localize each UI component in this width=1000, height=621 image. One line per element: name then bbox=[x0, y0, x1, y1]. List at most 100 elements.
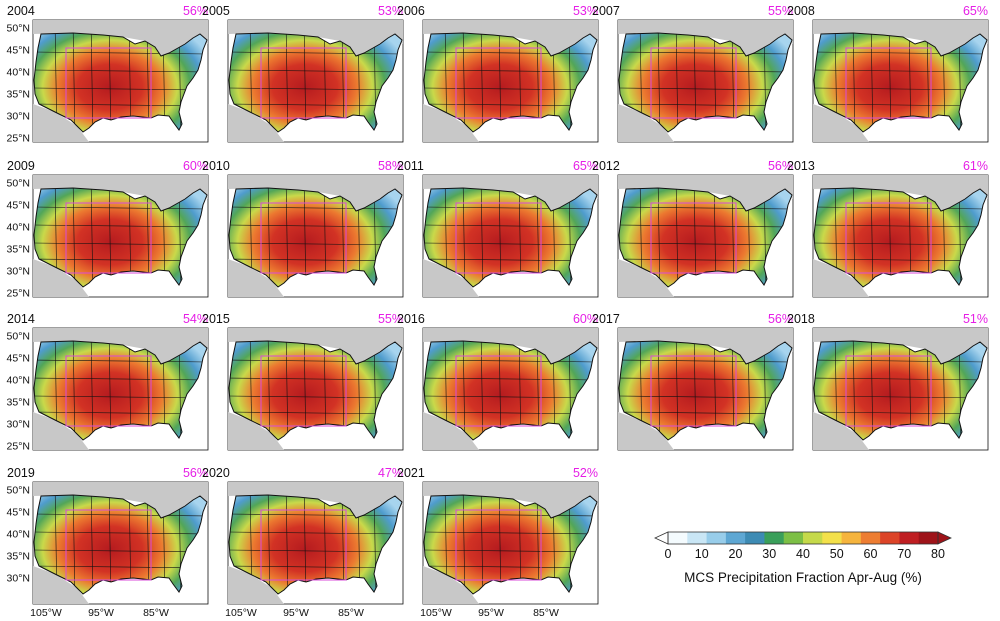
panel-year-label: 2006 bbox=[397, 4, 425, 18]
lat-tick-label: 40°N bbox=[7, 222, 30, 234]
analysis-region-outline bbox=[455, 355, 542, 427]
colorbar-cell bbox=[918, 532, 939, 544]
colorbar-cell bbox=[725, 532, 746, 544]
map-area bbox=[228, 20, 403, 142]
map-panel-2017: 2017 56% bbox=[592, 312, 794, 451]
panel-year-label: 2007 bbox=[592, 4, 620, 18]
lon-tick-label: 105°W bbox=[225, 607, 257, 619]
analysis-region-outline bbox=[455, 509, 542, 581]
map-panel-2004: 2004 56% 50°N 45°N 40°N 35°N 30°N 25°N bbox=[7, 4, 209, 145]
map-area bbox=[618, 20, 793, 142]
canada-land bbox=[813, 328, 988, 364]
lon-tick-label: 95°W bbox=[88, 607, 114, 619]
canada-land bbox=[618, 328, 793, 364]
colorbar-tick-label: 70 bbox=[897, 547, 911, 561]
colorbar: 0 10 20 30 40 50 60 70 80 MCS Precipitation Frac… bbox=[654, 531, 952, 585]
map-panel-2013: 2013 61% bbox=[787, 159, 989, 298]
analysis-region-outline bbox=[455, 47, 542, 119]
lon-tick-label: 85°W bbox=[533, 607, 559, 619]
panel-percentage-label: 56% bbox=[183, 466, 208, 480]
colorbar-title: MCS Precipitation Fraction Apr-Aug (%) bbox=[684, 570, 922, 585]
analysis-region-outline bbox=[260, 509, 347, 581]
lat-tick-label: 30°N bbox=[7, 266, 30, 278]
panel-year-label: 2014 bbox=[7, 312, 35, 326]
map-area bbox=[228, 328, 403, 450]
canada-land bbox=[228, 482, 403, 518]
panel-year-label: 2005 bbox=[202, 4, 230, 18]
analysis-region-outline bbox=[845, 47, 932, 119]
panel-year-label: 2016 bbox=[397, 312, 425, 326]
panel-percentage-label: 61% bbox=[963, 159, 988, 173]
mexico-land bbox=[813, 259, 869, 297]
map-panel-2018: 2018 51% bbox=[787, 312, 989, 451]
lat-tick-label: 45°N bbox=[7, 45, 30, 57]
mexico-land bbox=[813, 104, 869, 142]
lat-tick-label: 25°N bbox=[7, 133, 30, 145]
canada-land bbox=[423, 328, 598, 364]
canada-land bbox=[228, 328, 403, 364]
canada-land bbox=[33, 20, 208, 56]
analysis-region-outline bbox=[260, 355, 347, 427]
colorbar-max-arrow bbox=[937, 531, 952, 545]
analysis-region-outline bbox=[260, 202, 347, 274]
lat-tick-label: 35°N bbox=[7, 89, 30, 101]
lat-tick-label: 40°N bbox=[7, 375, 30, 387]
colorbar-tick-label: 40 bbox=[796, 547, 810, 561]
map-panel-2015: 2015 55% bbox=[202, 312, 404, 451]
panel-year-label: 2013 bbox=[787, 159, 815, 173]
map-panel-2021: 2021 52% 105°W 95°W 85°W bbox=[397, 466, 599, 619]
panel-percentage-label: 56% bbox=[768, 159, 793, 173]
panel-percentage-label: 53% bbox=[573, 4, 598, 18]
lat-tick-label: 50°N bbox=[7, 178, 30, 190]
mexico-land bbox=[423, 412, 479, 450]
map-area bbox=[33, 328, 208, 450]
colorbar-tick-label: 60 bbox=[864, 547, 878, 561]
panel-percentage-label: 58% bbox=[378, 159, 403, 173]
lat-tick-label: 35°N bbox=[7, 551, 30, 563]
panel-year-label: 2021 bbox=[397, 466, 425, 480]
map-panel-2005: 2005 53% bbox=[202, 4, 404, 143]
map-panel-2008: 2008 65% bbox=[787, 4, 989, 143]
colorbar-cell bbox=[899, 532, 920, 544]
panel-percentage-label: 55% bbox=[378, 312, 403, 326]
map-area bbox=[228, 175, 403, 297]
map-area bbox=[423, 328, 598, 450]
panel-percentage-label: 65% bbox=[573, 159, 598, 173]
colorbar-cell bbox=[783, 532, 804, 544]
panel-percentage-label: 54% bbox=[183, 312, 208, 326]
canada-land bbox=[813, 175, 988, 211]
lat-tick-label: 30°N bbox=[7, 573, 30, 585]
mexico-land bbox=[228, 259, 284, 297]
lat-tick-label: 40°N bbox=[7, 67, 30, 79]
panel-percentage-label: 53% bbox=[378, 4, 403, 18]
analysis-region-outline bbox=[845, 355, 932, 427]
colorbar-tick-label: 0 bbox=[665, 547, 672, 561]
map-area bbox=[813, 175, 988, 297]
mexico-land bbox=[33, 412, 89, 450]
map-area bbox=[813, 20, 988, 142]
analysis-region-outline bbox=[65, 47, 152, 119]
map-panel-2010: 2010 58% bbox=[202, 159, 404, 298]
lat-tick-label: 30°N bbox=[7, 111, 30, 123]
canada-land bbox=[228, 20, 403, 56]
lat-tick-label: 45°N bbox=[7, 200, 30, 212]
map-panel-2012: 2012 56% bbox=[592, 159, 794, 298]
colorbar-cell bbox=[860, 532, 881, 544]
lat-tick-label: 25°N bbox=[7, 441, 30, 453]
map-area bbox=[423, 20, 598, 142]
colorbar-tick-label: 10 bbox=[695, 547, 709, 561]
colorbar-cell bbox=[803, 532, 823, 544]
colorbar-tick-label: 50 bbox=[830, 547, 844, 561]
mexico-land bbox=[33, 259, 89, 297]
lat-tick-label: 30°N bbox=[7, 419, 30, 431]
mexico-land bbox=[33, 104, 89, 142]
colorbar-tick-label: 20 bbox=[729, 547, 743, 561]
canada-land bbox=[618, 175, 793, 211]
colorbar-cell bbox=[706, 532, 727, 544]
panel-year-label: 2015 bbox=[202, 312, 230, 326]
analysis-region-outline bbox=[65, 509, 152, 581]
lon-tick-label: 105°W bbox=[420, 607, 452, 619]
lon-tick-label: 85°W bbox=[338, 607, 364, 619]
lat-tick-label: 35°N bbox=[7, 244, 30, 256]
panel-year-label: 2018 bbox=[787, 312, 815, 326]
